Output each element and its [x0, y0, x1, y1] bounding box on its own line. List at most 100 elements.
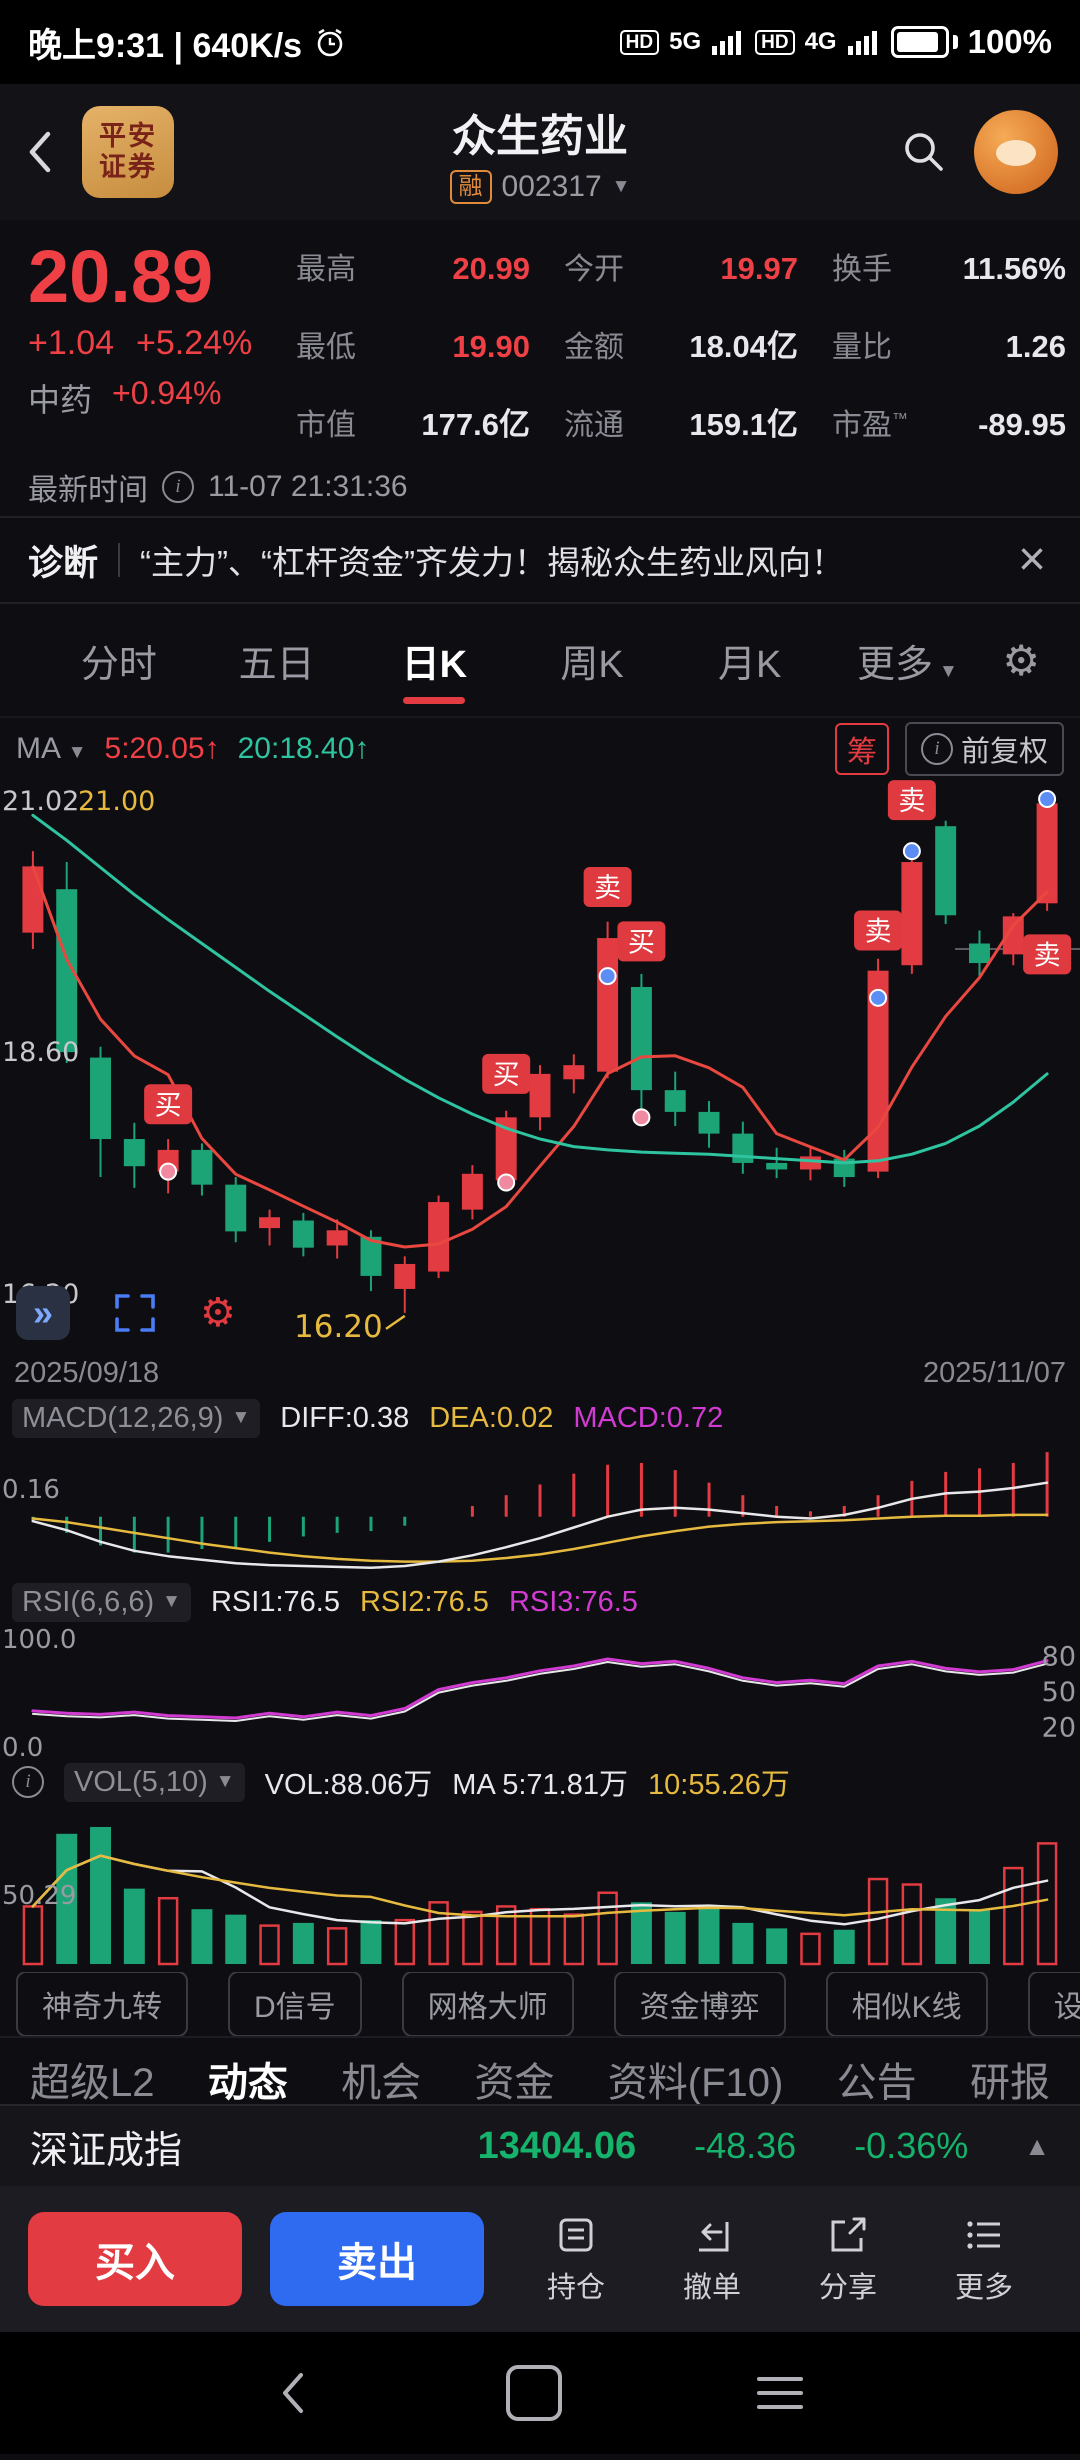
stat-volratio: 量比 1.26	[832, 329, 1066, 364]
svg-text:买: 买	[493, 1060, 520, 1091]
tab-funds[interactable]: 资金	[474, 2061, 555, 2104]
tab-announcements[interactable]: 公告	[836, 2061, 917, 2104]
vol-params-dropdown[interactable]: VOL(5,10) ▼	[64, 1762, 245, 1802]
chip-distribution[interactable]: 筹	[834, 723, 889, 775]
macd-chart[interactable]: 0.16	[0, 1440, 1080, 1580]
fullscreen-icon[interactable]	[112, 1290, 158, 1336]
network-4g-label: 4G	[804, 28, 837, 55]
margin-badge: 融	[449, 169, 492, 205]
chip-magic-nine[interactable]: 神奇九转	[16, 1972, 188, 2036]
sector-row: 中药 +0.94%	[28, 375, 296, 421]
stat-float: 流通 159.1亿	[564, 407, 798, 442]
tab-monthly-k[interactable]: 月K	[718, 643, 782, 686]
tab-daily-k[interactable]: 日K	[355, 619, 513, 702]
buy-button[interactable]: 买入	[28, 2212, 242, 2306]
collapse-panel-button[interactable]: »	[16, 1286, 70, 1340]
price-block: 20.89 +1.04 +5.24% 中药 +0.94%	[28, 238, 296, 448]
nav-back-icon[interactable]	[277, 2367, 311, 2419]
stat-high: 最高 20.99	[296, 251, 530, 286]
rsi2-value: RSI2:76.5	[359, 1585, 489, 1618]
share-icon	[831, 2217, 866, 2252]
stat-open: 今开 19.97	[564, 251, 798, 286]
tab-5day[interactable]: 五日	[238, 643, 315, 686]
tab-fenshi[interactable]: 分时	[80, 643, 157, 686]
stats-col-2: 今开 19.97 金额 18.04亿 流通 159.1亿	[564, 244, 798, 448]
index-value: 13404.06	[477, 2124, 637, 2167]
sector-name: 中药	[28, 381, 93, 418]
status-bar: 晚上9:31 | 640K/s HD 5G HD 4G 100%	[0, 0, 1080, 84]
stock-code: 002317	[501, 169, 602, 203]
rsi1-value: RSI1:76.5	[210, 1585, 340, 1618]
stat-turnover: 换手 11.56%	[832, 251, 1066, 286]
back-button[interactable]	[22, 126, 82, 178]
rsi-chart[interactable]: 100.0 0.0 80 50 20	[0, 1624, 1080, 1760]
close-icon[interactable]: ×	[1017, 533, 1046, 586]
divider	[118, 543, 121, 577]
chart-settings-gear-icon[interactable]: ⚙	[200, 1291, 236, 1335]
tab-super-l2[interactable]: 超级L2	[30, 2061, 155, 2104]
tab-weekly-k[interactable]: 周K	[560, 643, 624, 686]
svg-text:卖: 卖	[865, 916, 892, 947]
status-right: HD 5G HD 4G 100%	[619, 23, 1052, 61]
price-change: +1.04	[28, 323, 115, 362]
chip-fund-game[interactable]: 资金博弈	[613, 1972, 786, 2036]
status-left: 晚上9:31 | 640K/s	[28, 18, 346, 67]
share-button[interactable]: 分享	[819, 2212, 877, 2306]
date-start: 2025/09/18	[14, 1356, 160, 1389]
vol-header: i VOL(5,10) ▼ VOL:88.06万 MA 5:71.81万 10:5…	[0, 1760, 1080, 1804]
rsi-header: RSI(6,6,6) ▼ RSI1:76.5 RSI2:76.5 RSI3:76.…	[0, 1580, 1080, 1624]
search-icon[interactable]	[900, 128, 948, 176]
battery-percent: 100%	[967, 23, 1052, 60]
stat-amount: 金额 18.04亿	[564, 329, 798, 364]
tab-research[interactable]: 研报	[969, 2061, 1050, 2104]
date-axis: 2025/09/18 2025/11/07	[0, 1350, 1080, 1396]
broker-logo: 平安 证券	[82, 106, 174, 198]
date-end: 2025/11/07	[923, 1356, 1066, 1389]
tool-chips-row: 神奇九转 D信号 网格大师 资金博弈 相似K线 设置	[0, 1972, 1080, 2036]
ma5-value: 5:20.05↑	[104, 732, 220, 765]
index-change-pct: -0.36%	[854, 2125, 969, 2166]
signal-bars-icon	[712, 31, 742, 55]
tab-dynamic[interactable]: 动态	[207, 2061, 288, 2104]
chart-tools: 筹 i 前复权	[834, 722, 1064, 776]
price-change-row: +1.04 +5.24%	[28, 324, 296, 363]
hd-volte-icon: HD	[619, 29, 660, 55]
tab-opportunity[interactable]: 机会	[341, 2061, 422, 2104]
sell-button[interactable]: 卖出	[270, 2212, 484, 2306]
info-icon[interactable]: i	[12, 1766, 44, 1798]
ma-dropdown[interactable]: MA ▼	[16, 732, 87, 765]
nav-home-icon[interactable]	[505, 2365, 562, 2421]
tab-more[interactable]: 更多 ▼	[857, 643, 958, 686]
chip-grid-master[interactable]: 网格大师	[401, 1972, 574, 2036]
rsi-params-dropdown[interactable]: RSI(6,6,6) ▼	[12, 1582, 191, 1622]
avatar[interactable]	[974, 110, 1058, 194]
volume-chart[interactable]: 50.29	[0, 1804, 1080, 1968]
diagnosis-banner[interactable]: 诊断 “主力”、“杠杆资金”齐发力！揭秘众生药业风向！ ×	[0, 518, 1080, 604]
index-bar[interactable]: 深证成指 13404.06 -48.36 -0.36% ▲	[0, 2104, 1080, 2186]
adjust-mode-button[interactable]: i 前复权	[904, 722, 1064, 776]
period-tabs: 分时 五日 日K 周K 月K 更多 ▼ ⚙	[0, 604, 1080, 718]
expand-triangle-icon[interactable]: ▲	[1024, 2130, 1050, 2161]
chip-similar-k[interactable]: 相似K线	[825, 1972, 988, 2036]
macd-params-dropdown[interactable]: MACD(12,26,9) ▼	[12, 1398, 261, 1438]
gear-icon[interactable]: ⚙	[1002, 636, 1040, 684]
svg-text:50.29: 50.29	[2, 1881, 76, 1911]
tab-f10[interactable]: 资料(F10)	[607, 2061, 784, 2104]
positions-button[interactable]: 持仓	[547, 2212, 605, 2306]
quote-panel: 20.89 +1.04 +5.24% 中药 +0.94% 最高 20.99 最低 1…	[0, 220, 1080, 458]
info-icon[interactable]: i	[162, 471, 194, 503]
chip-settings[interactable]: 设置	[1027, 1972, 1080, 2036]
vol-ma5-value: MA 5:71.81万	[452, 1769, 628, 1801]
cancel-order-button[interactable]: 撤单	[683, 2212, 741, 2306]
more-list-icon	[967, 2221, 1000, 2249]
more-button[interactable]: 更多	[955, 2212, 1013, 2306]
vol-value: VOL:88.06万	[264, 1769, 433, 1801]
chip-d-signal[interactable]: D信号	[228, 1972, 362, 2036]
stats-col-3: 换手 11.56% 量比 1.26 市盈™ -89.95	[832, 244, 1066, 448]
chevron-down-icon: ▼	[939, 660, 958, 682]
nav-recents-icon[interactable]	[756, 2377, 803, 2409]
stock-code-row[interactable]: 融 002317 ▼	[449, 169, 630, 205]
